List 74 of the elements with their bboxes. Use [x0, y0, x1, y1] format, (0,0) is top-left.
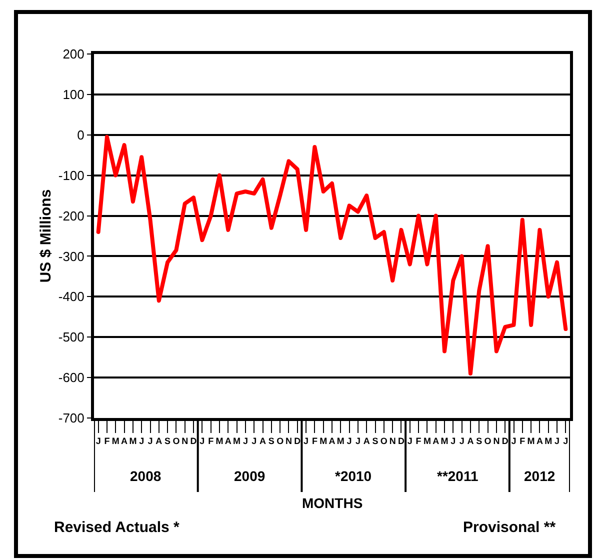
text: *2010 — [335, 468, 372, 484]
x-tick-label: J — [200, 436, 205, 446]
x-tick-label: D — [398, 436, 405, 446]
x-tick-label: O — [276, 436, 284, 446]
text: Revised Actuals * — [54, 519, 180, 536]
x-tick-label: D — [190, 436, 198, 446]
x-tick-label: M — [320, 436, 328, 446]
x-tick-label: M — [129, 436, 137, 446]
y-tick-label: 100 — [62, 86, 84, 102]
x-tick-label: S — [268, 436, 274, 446]
x-tick-label: D — [502, 436, 509, 446]
x-tick-label: F — [416, 436, 422, 446]
x-tick-label: J — [242, 436, 248, 446]
x-tick-label: F — [312, 436, 318, 446]
text: 2012 — [524, 468, 556, 484]
x-tick-label: S — [372, 436, 378, 446]
x-tick-label: A — [536, 436, 544, 446]
x-tick-label: M — [527, 436, 535, 446]
x-tick-label: J — [252, 436, 257, 446]
x-axis-title: MONTHS — [302, 495, 363, 511]
x-tick-label: M — [112, 436, 120, 446]
text: 2008 — [130, 468, 162, 484]
x-tick-label: J — [511, 436, 516, 446]
text: 2009 — [234, 468, 266, 484]
x-tick-label: A — [121, 436, 128, 446]
y-tick-label: 200 — [62, 46, 84, 62]
y-tick-label: -200 — [58, 208, 84, 224]
x-tick-label: A — [224, 436, 232, 446]
y-tick-label: -400 — [58, 289, 84, 304]
x-tick-label: F — [208, 436, 214, 446]
text: Provisonal ** — [463, 519, 556, 536]
x-tick-label: J — [139, 436, 144, 446]
x-tick-label: J — [148, 436, 153, 446]
x-tick-label: S — [164, 436, 171, 446]
x-tick-label: M — [423, 436, 431, 446]
x-tick-label: J — [459, 436, 464, 446]
x-tick-label: S — [476, 436, 482, 446]
x-tick-label: M — [544, 436, 552, 446]
y-tick-label: -600 — [58, 370, 84, 386]
y-axis-title: US $ Millions — [38, 189, 55, 283]
x-tick-label: N — [493, 436, 500, 446]
x-tick-label: O — [484, 436, 492, 446]
x-tick-label: M — [336, 436, 344, 446]
x-tick-label: N — [389, 436, 396, 446]
x-tick-label: J — [554, 436, 560, 446]
x-tick-label: A — [432, 436, 440, 446]
x-tick-label: A — [156, 436, 163, 446]
x-tick-label: J — [355, 436, 360, 446]
x-tick-label: F — [104, 436, 110, 446]
x-tick-label: O — [172, 436, 180, 446]
y-tick-label: -300 — [58, 248, 84, 264]
y-tick-label: -100 — [58, 168, 84, 183]
x-tick-label: N — [285, 436, 292, 446]
x-tick-label: O — [380, 436, 388, 446]
x-tick-label: J — [96, 436, 101, 446]
x-tick-label: A — [260, 436, 267, 446]
x-tick-label: J — [407, 436, 412, 446]
x-tick-label: J — [563, 436, 568, 446]
x-tick-label: J — [450, 436, 456, 446]
text: **2011 — [437, 468, 478, 484]
x-tick-label: J — [346, 436, 352, 446]
x-tick-label: N — [182, 436, 188, 446]
x-tick-label: A — [328, 436, 336, 446]
x-tick-label: D — [294, 436, 302, 446]
x-tick-label: M — [216, 436, 224, 446]
x-tick-label: F — [520, 436, 526, 446]
x-tick-label: J — [304, 436, 309, 446]
y-tick-label: -700 — [58, 410, 84, 426]
x-tick-label: M — [440, 436, 448, 446]
x-tick-label: A — [363, 436, 370, 446]
y-tick-label: 0 — [77, 127, 84, 142]
x-tick-label: A — [467, 436, 474, 446]
x-tick-label: M — [233, 436, 241, 446]
y-tick-label: -500 — [58, 330, 84, 345]
